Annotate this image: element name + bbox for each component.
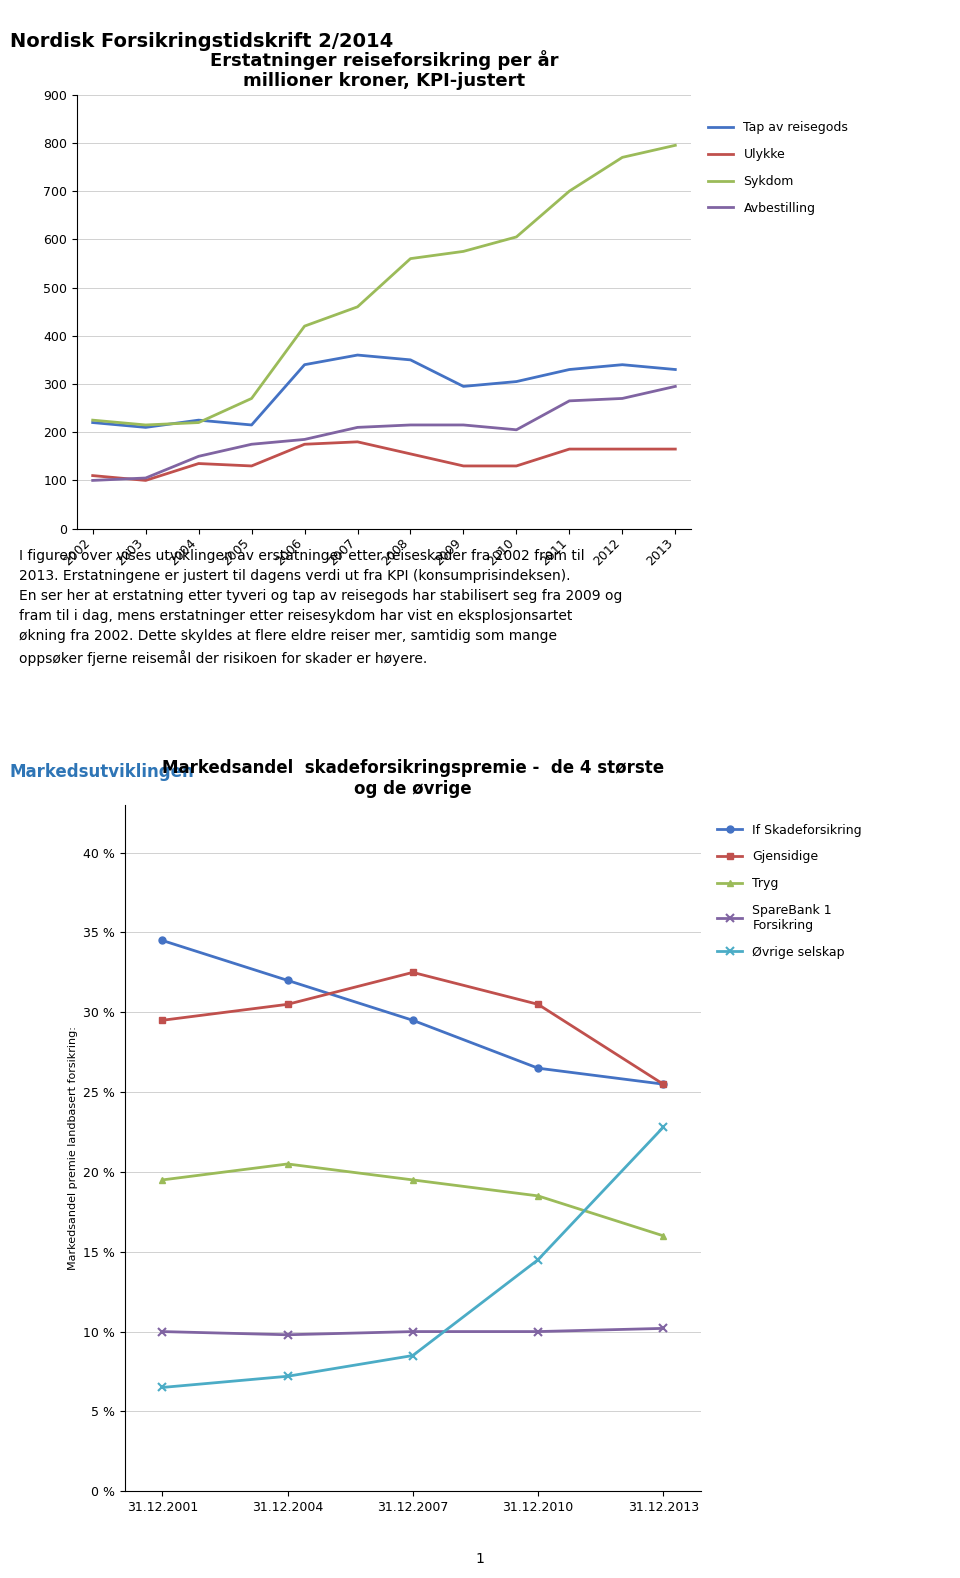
- SpareBank 1
Forsikring: [407, 1322, 419, 1341]
- Title: Markedsandel  skadeforsikringspremie -  de 4 største
og de øvrige: Markedsandel skadeforsikringspremie - de…: [161, 759, 664, 797]
- Tryg: [407, 1171, 419, 1190]
- SpareBank 1
Forsikring: [532, 1322, 543, 1341]
- If Skadeforsikring: [407, 1011, 419, 1030]
- Gjensidige: [407, 963, 419, 982]
- Legend: If Skadeforsikring, Gjensidige, Tryg, SpareBank 1
Forsikring, Øvrige selskap: If Skadeforsikring, Gjensidige, Tryg, Sp…: [712, 819, 867, 964]
- Line: If Skadeforsikring: If Skadeforsikring: [159, 937, 666, 1087]
- Gjensidige: [532, 994, 543, 1013]
- Line: Gjensidige: Gjensidige: [159, 969, 666, 1087]
- Tryg: [282, 1155, 294, 1174]
- Øvrige selskap: [532, 1250, 543, 1269]
- SpareBank 1
Forsikring: [282, 1326, 294, 1344]
- Øvrige selskap: [658, 1117, 669, 1136]
- Text: Markedsutviklingen: Markedsutviklingen: [10, 762, 194, 781]
- Legend: Tap av reisegods, Ulykke, Sykdom, Avbestilling: Tap av reisegods, Ulykke, Sykdom, Avbest…: [704, 117, 853, 219]
- Text: I figuren over vises utviklingen av erstatninger etter reiseskader fra 2002 fram: I figuren over vises utviklingen av erst…: [19, 549, 622, 666]
- Gjensidige: [156, 1011, 168, 1030]
- Øvrige selskap: [407, 1346, 419, 1365]
- Line: Tryg: Tryg: [159, 1160, 666, 1239]
- Y-axis label: Markedsandel premie landbasert forsikring:: Markedsandel premie landbasert forsikrin…: [67, 1026, 78, 1270]
- Øvrige selskap: [282, 1367, 294, 1385]
- If Skadeforsikring: [658, 1075, 669, 1094]
- Gjensidige: [658, 1075, 669, 1094]
- Title: Erstatninger reiseforsikring per år
millioner kroner, KPI-justert: Erstatninger reiseforsikring per år mill…: [209, 49, 559, 90]
- Tryg: [156, 1171, 168, 1190]
- If Skadeforsikring: [282, 970, 294, 989]
- Øvrige selskap: [156, 1378, 168, 1397]
- Gjensidige: [282, 994, 294, 1013]
- Line: SpareBank 1
Forsikring: SpareBank 1 Forsikring: [158, 1324, 667, 1340]
- Line: Øvrige selskap: Øvrige selskap: [158, 1124, 667, 1392]
- Tryg: [658, 1226, 669, 1245]
- SpareBank 1
Forsikring: [658, 1319, 669, 1338]
- If Skadeforsikring: [532, 1059, 543, 1078]
- Text: Nordisk Forsikringstidskrift 2/2014: Nordisk Forsikringstidskrift 2/2014: [10, 32, 393, 50]
- If Skadeforsikring: [156, 931, 168, 950]
- Text: 1: 1: [475, 1553, 485, 1565]
- Tryg: [532, 1187, 543, 1206]
- SpareBank 1
Forsikring: [156, 1322, 168, 1341]
